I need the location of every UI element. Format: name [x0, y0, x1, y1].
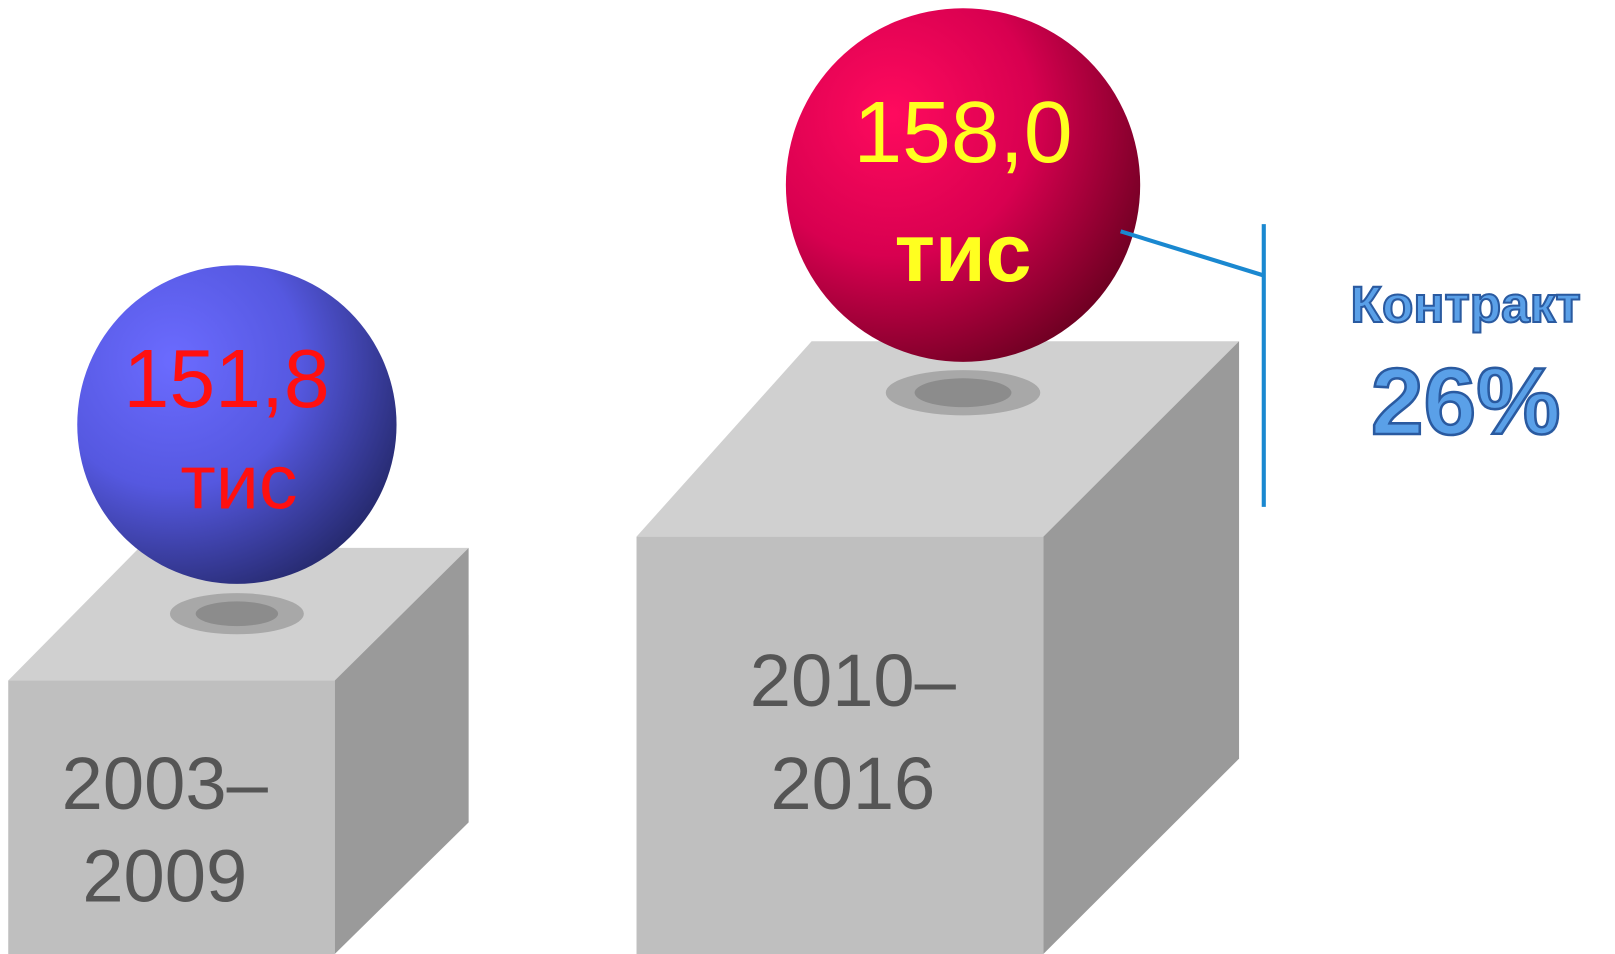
- page: 151,8 тис 2003– 2009 158,0 тис 2010– 201…: [0, 0, 1615, 954]
- value: 151,8: [124, 333, 330, 425]
- shadow: [196, 601, 278, 626]
- period: 2009: [82, 835, 247, 918]
- value: 158,0: [853, 83, 1072, 181]
- period: 2003–: [62, 742, 269, 825]
- period: 2010–: [750, 639, 957, 722]
- callout-value: 26%: [1371, 349, 1561, 455]
- callout-label: Контракт: [1351, 275, 1581, 333]
- period: 2016: [770, 742, 935, 825]
- infographic: 151,8 тис 2003– 2009 158,0 тис 2010– 201…: [0, 0, 1615, 954]
- sphere: [786, 8, 1140, 362]
- shadow: [915, 378, 1012, 407]
- unit: тис: [895, 207, 1032, 299]
- connector: [1121, 231, 1264, 275]
- unit: тис: [180, 440, 297, 526]
